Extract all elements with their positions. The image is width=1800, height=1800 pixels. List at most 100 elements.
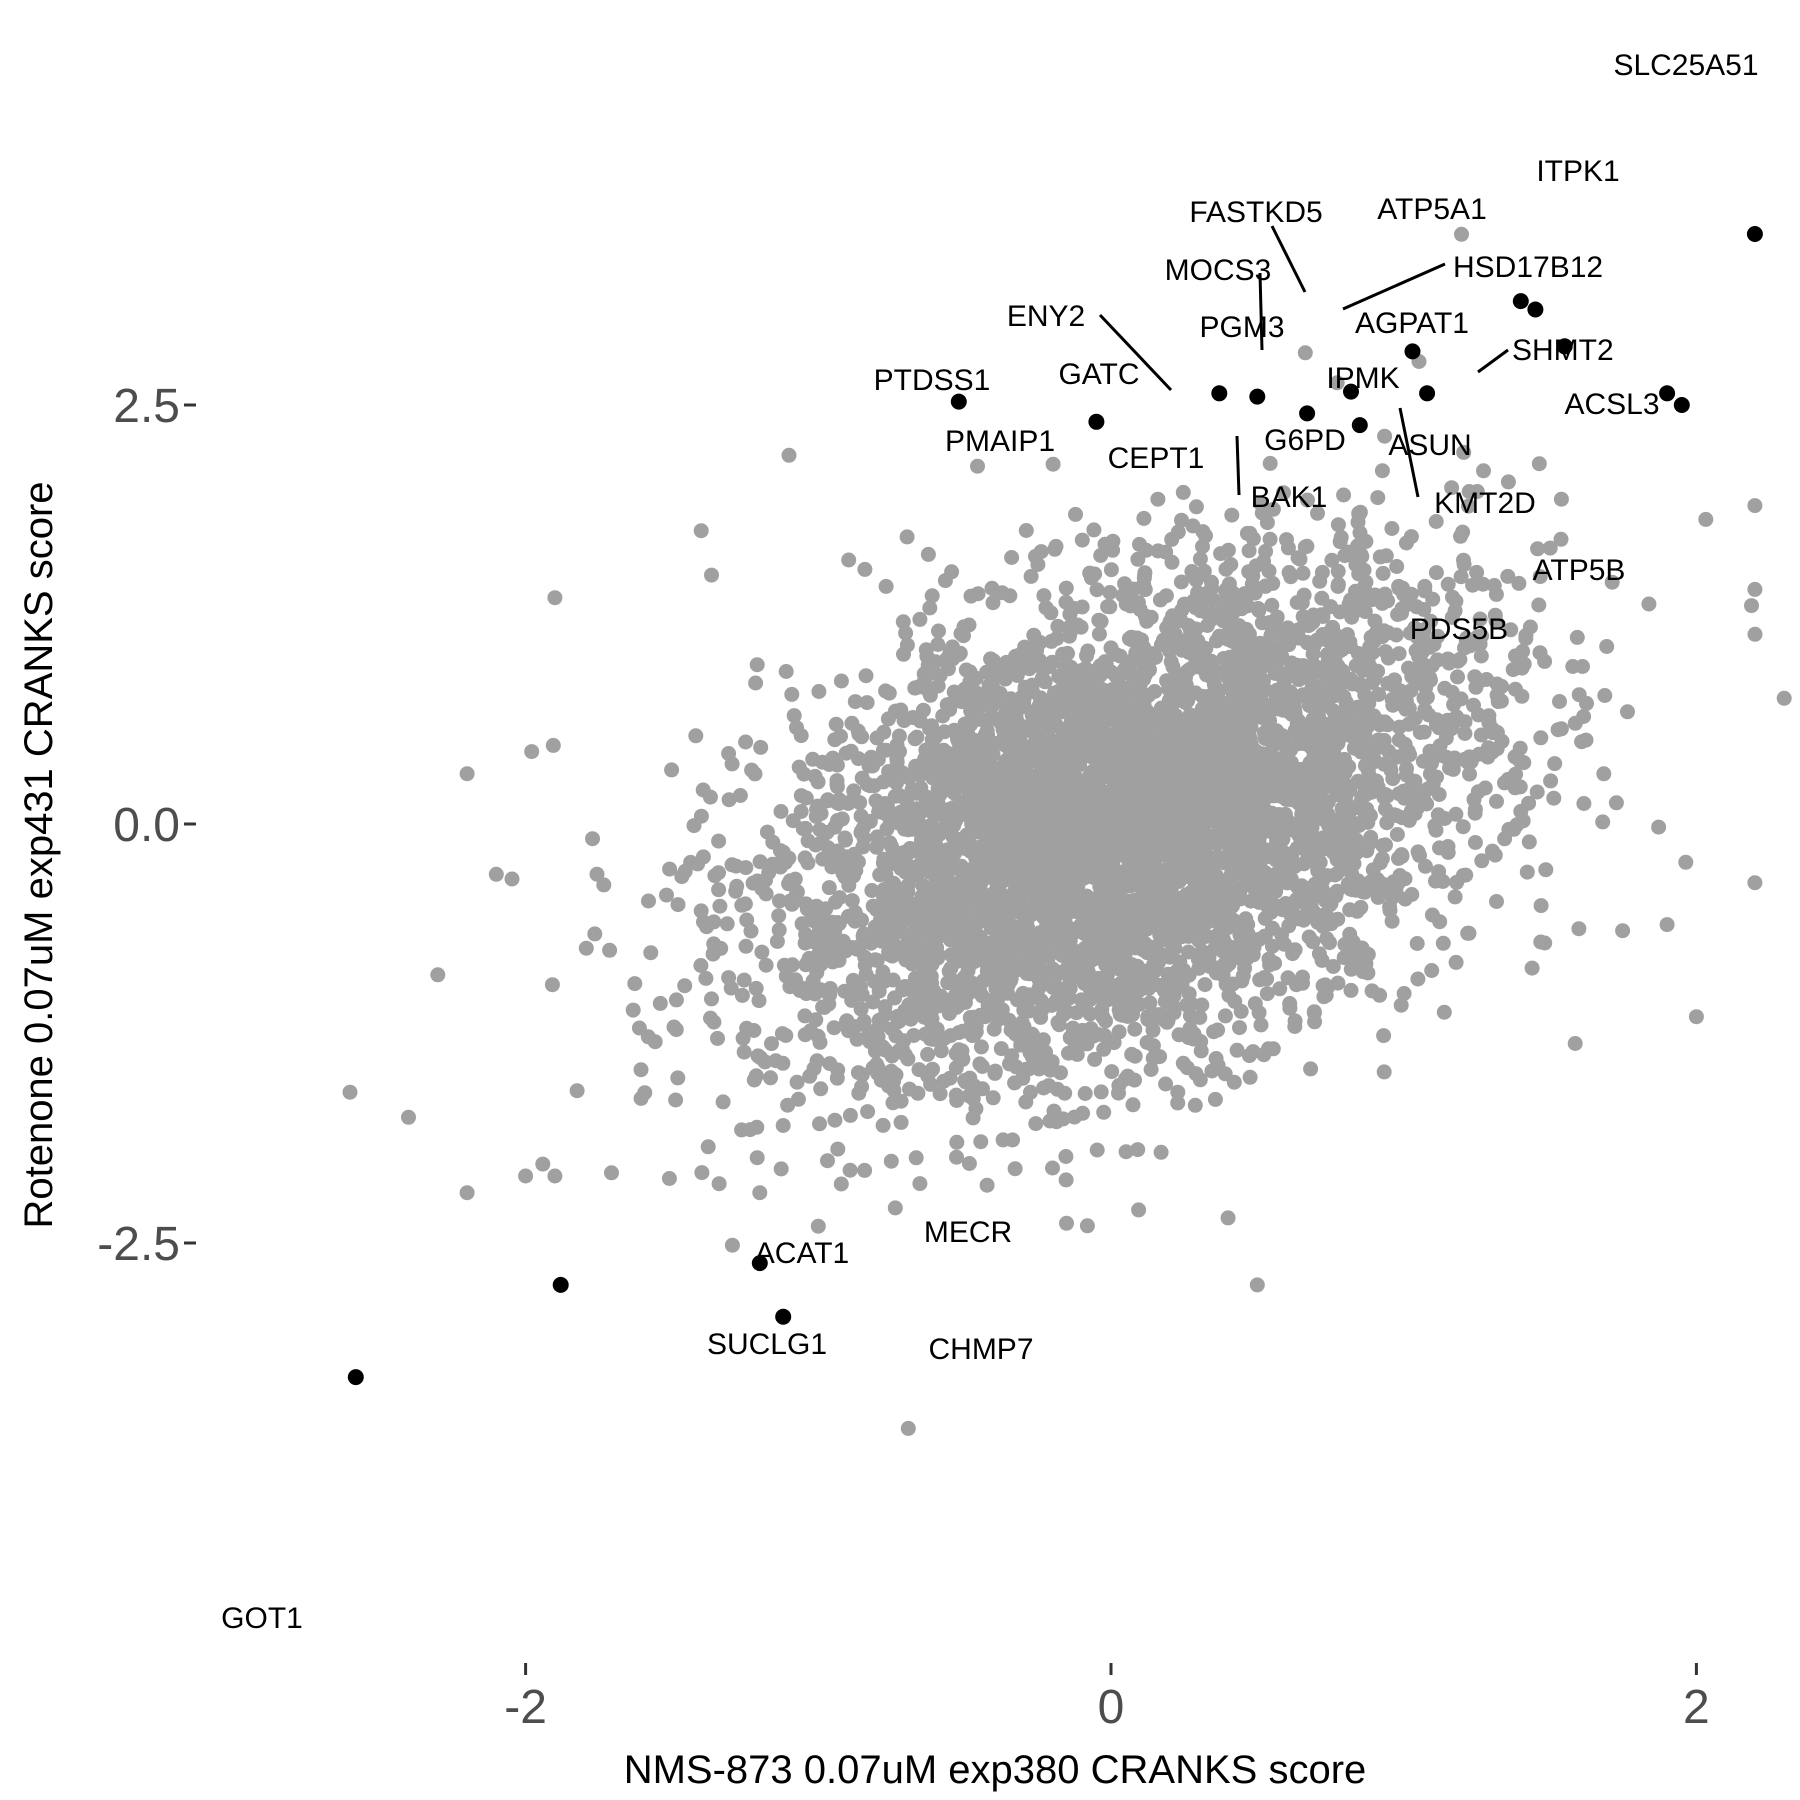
gene-point xyxy=(778,854,794,870)
gene-point xyxy=(949,1149,964,1165)
gene-point xyxy=(1243,872,1259,888)
gene-point xyxy=(1382,899,1398,915)
gene-point xyxy=(1192,1010,1208,1025)
gene-point xyxy=(1280,632,1296,648)
gene-point xyxy=(931,623,946,639)
gene-point xyxy=(749,657,765,673)
gene-point xyxy=(857,1162,873,1178)
gene-point xyxy=(1110,887,1126,903)
gene-point xyxy=(1490,694,1506,710)
gene-point xyxy=(1197,977,1213,993)
gene-point xyxy=(896,940,912,956)
gene-point xyxy=(1340,812,1355,828)
gene-point xyxy=(1084,937,1100,953)
gene-point xyxy=(1298,669,1314,685)
gene-point xyxy=(1215,967,1231,983)
gene-point xyxy=(1005,788,1021,804)
gene-point xyxy=(902,1081,917,1097)
gene-point xyxy=(1171,1027,1187,1043)
gene-point xyxy=(1678,854,1694,870)
gene-point xyxy=(1254,615,1270,631)
gene-point xyxy=(764,1036,779,1052)
gene-point xyxy=(1104,1064,1120,1080)
gene-point xyxy=(1041,914,1057,930)
gene-point xyxy=(1367,879,1383,895)
gene-point xyxy=(1144,651,1160,667)
gene-point xyxy=(1518,628,1534,643)
gene-point xyxy=(1460,925,1476,941)
gene-point xyxy=(900,1420,916,1436)
gene-point xyxy=(865,994,881,1010)
gene-point xyxy=(732,788,748,803)
gene-point xyxy=(1376,1028,1392,1044)
gene-point xyxy=(1382,807,1398,823)
gene-point xyxy=(585,831,600,847)
gene-point xyxy=(1297,539,1313,555)
gene-point xyxy=(937,809,953,824)
gene-point xyxy=(1130,595,1146,611)
gene-point xyxy=(1079,1218,1095,1234)
gene-point xyxy=(1166,609,1182,624)
gene-point xyxy=(1103,852,1119,868)
gene-point xyxy=(846,846,862,862)
gene-point xyxy=(1325,959,1341,974)
gene-point xyxy=(1265,1041,1281,1057)
gene-point xyxy=(664,762,680,778)
gene-point xyxy=(1045,1160,1060,1176)
gene-point xyxy=(1295,565,1311,581)
gene-point xyxy=(1467,805,1483,821)
gene-point xyxy=(833,1176,849,1192)
gene-point xyxy=(1404,887,1420,902)
gene-point xyxy=(786,708,802,724)
gene-point xyxy=(1210,912,1226,928)
gene-point xyxy=(900,877,916,893)
gene-point xyxy=(1170,1084,1186,1100)
gene-point xyxy=(1210,1022,1226,1038)
gene-point xyxy=(712,898,728,914)
gene-point xyxy=(827,848,843,864)
gene-point xyxy=(604,1165,619,1181)
gene-point xyxy=(991,877,1007,893)
gene-point xyxy=(1253,1017,1269,1033)
gene-point xyxy=(987,1063,1003,1079)
gene-point xyxy=(1166,930,1182,946)
gene-point xyxy=(1428,822,1444,838)
gene-point xyxy=(1553,491,1569,507)
gene-point xyxy=(668,1092,684,1108)
gene-point xyxy=(978,953,994,969)
gene-point xyxy=(1085,950,1101,966)
gene-point xyxy=(1127,1048,1143,1064)
gene-point xyxy=(1033,1009,1049,1025)
gene-point xyxy=(736,972,752,988)
gene-point xyxy=(1440,839,1456,854)
gene-point xyxy=(878,867,894,883)
gene-point xyxy=(1342,926,1358,942)
gene-point xyxy=(1290,689,1306,705)
gene-point xyxy=(979,1177,995,1193)
gene-point xyxy=(1435,874,1451,889)
gene-point xyxy=(1269,609,1285,625)
gene-point xyxy=(1267,666,1283,681)
gene-point xyxy=(878,742,894,758)
gene-point xyxy=(1162,807,1178,823)
gene-point xyxy=(928,729,944,745)
gene-point xyxy=(893,1093,909,1109)
gene-point xyxy=(1080,643,1096,659)
gene-point xyxy=(1410,844,1426,860)
gene-point xyxy=(889,754,905,770)
gene-point xyxy=(1366,672,1382,688)
gene-point xyxy=(1094,821,1110,837)
gene-point xyxy=(748,980,764,996)
gene-point xyxy=(919,943,935,959)
gene-point xyxy=(1519,864,1535,880)
gene-point xyxy=(1424,963,1440,978)
gene-point xyxy=(1374,463,1390,479)
gene-point xyxy=(1224,940,1240,955)
gene-point xyxy=(1276,485,1291,501)
gene-point xyxy=(1002,588,1018,604)
gene-point xyxy=(1401,716,1417,732)
gene-point xyxy=(1301,698,1317,714)
gene-point xyxy=(1241,543,1257,559)
gene-point xyxy=(897,979,913,994)
gene-point xyxy=(1428,565,1444,581)
